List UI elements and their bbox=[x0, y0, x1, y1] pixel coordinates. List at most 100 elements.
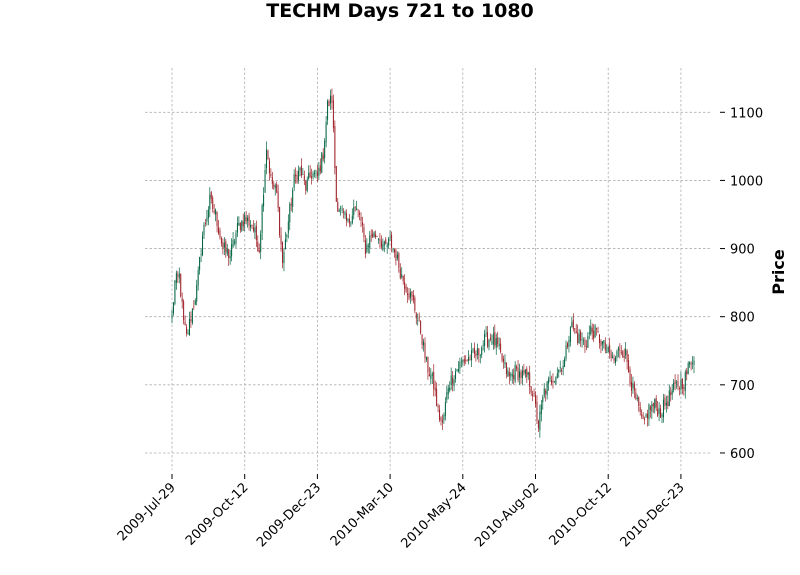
candle-body bbox=[444, 402, 446, 416]
candle-body bbox=[229, 256, 231, 259]
candle-body bbox=[533, 393, 535, 395]
candle-body bbox=[172, 302, 174, 314]
candle-body bbox=[484, 333, 486, 346]
candle-body bbox=[420, 321, 422, 334]
candle-body bbox=[302, 174, 304, 175]
candle-body bbox=[494, 331, 496, 346]
candle-body bbox=[574, 328, 576, 330]
candle-body bbox=[311, 176, 313, 179]
candle-body bbox=[455, 371, 457, 380]
candle-body bbox=[277, 191, 279, 209]
candle-body bbox=[292, 190, 294, 207]
candle-body bbox=[546, 381, 548, 396]
candle-body bbox=[191, 308, 193, 324]
candle-body bbox=[223, 242, 225, 248]
candle-body bbox=[645, 414, 647, 417]
candle-body bbox=[516, 366, 518, 369]
candle-body bbox=[552, 380, 554, 383]
candle-body bbox=[254, 227, 256, 233]
candle-body bbox=[283, 251, 285, 264]
candle-body bbox=[353, 207, 355, 216]
candle-body bbox=[331, 95, 333, 103]
candle-body bbox=[202, 235, 204, 256]
grid-lines bbox=[145, 68, 712, 470]
candle-body bbox=[636, 398, 638, 400]
candle-body bbox=[430, 375, 432, 379]
y-axis-label: Price bbox=[769, 249, 788, 295]
candle-body bbox=[443, 415, 445, 421]
candle-body bbox=[601, 341, 603, 345]
y-tick-label: 700 bbox=[730, 379, 755, 394]
candle-body bbox=[183, 301, 185, 321]
candle-body bbox=[382, 244, 384, 250]
candle-body bbox=[361, 222, 363, 226]
candle-body bbox=[177, 275, 179, 276]
candle-body bbox=[423, 341, 425, 346]
candle-body bbox=[263, 194, 265, 207]
candle-body bbox=[671, 389, 673, 395]
candle-body bbox=[405, 286, 407, 292]
candle-body bbox=[569, 327, 571, 342]
candle-body bbox=[332, 100, 334, 129]
candle-body bbox=[373, 232, 375, 238]
y-tick-label: 800 bbox=[730, 311, 755, 326]
candle-body bbox=[316, 172, 318, 176]
candle-body bbox=[244, 215, 246, 224]
candle-body bbox=[571, 322, 573, 328]
candle-body bbox=[319, 165, 321, 172]
chart-title: TECHM Days 721 to 1080 bbox=[266, 0, 534, 22]
candle-body bbox=[375, 234, 377, 238]
candle-body bbox=[337, 202, 339, 212]
candle-body bbox=[271, 177, 273, 185]
candle-body bbox=[433, 372, 435, 389]
candle-body bbox=[523, 370, 525, 373]
candle-body bbox=[539, 411, 541, 431]
candle-body bbox=[238, 223, 240, 226]
candle-body bbox=[329, 95, 331, 104]
candle-body bbox=[529, 372, 531, 388]
candle-body bbox=[482, 344, 484, 346]
candle-body bbox=[654, 399, 656, 409]
candle-body bbox=[286, 234, 288, 237]
candle-body bbox=[421, 334, 423, 345]
candle-body bbox=[396, 254, 398, 259]
candle-body bbox=[542, 397, 544, 403]
candle-body bbox=[581, 339, 583, 340]
candle-body bbox=[635, 392, 637, 399]
candle-body bbox=[642, 415, 644, 419]
candle-body bbox=[281, 242, 284, 263]
candle-body bbox=[296, 174, 298, 183]
candle-body bbox=[536, 401, 538, 421]
candle-body bbox=[248, 215, 250, 226]
candle-body bbox=[660, 408, 662, 418]
candle-body bbox=[657, 409, 659, 416]
candle-body bbox=[469, 359, 471, 361]
candle-body bbox=[662, 399, 664, 418]
candle-body bbox=[449, 387, 451, 391]
candle-body bbox=[206, 217, 208, 222]
candle-body bbox=[584, 339, 586, 347]
candle-body bbox=[649, 406, 651, 410]
candle-body bbox=[354, 206, 356, 208]
candle-body bbox=[204, 222, 206, 224]
candle-body bbox=[591, 327, 593, 333]
candle-body bbox=[452, 377, 454, 384]
candle-body bbox=[604, 342, 606, 351]
candle-body bbox=[219, 230, 221, 238]
candle-body bbox=[684, 372, 686, 391]
x-tick-label: 2009-Oct-12 bbox=[183, 480, 251, 548]
candle-body bbox=[184, 321, 186, 326]
candle-body bbox=[543, 388, 545, 396]
candle-body bbox=[639, 406, 641, 413]
candle-body bbox=[380, 240, 382, 248]
candle-body bbox=[460, 361, 462, 362]
candle-body bbox=[175, 272, 177, 283]
candle-body bbox=[299, 167, 301, 171]
candle-body bbox=[242, 221, 244, 227]
candle-body bbox=[633, 383, 635, 391]
candle-body bbox=[328, 101, 330, 107]
candle-body bbox=[215, 209, 217, 215]
candle-body bbox=[690, 363, 692, 365]
candle-body bbox=[473, 347, 475, 354]
candle-body bbox=[376, 235, 378, 237]
